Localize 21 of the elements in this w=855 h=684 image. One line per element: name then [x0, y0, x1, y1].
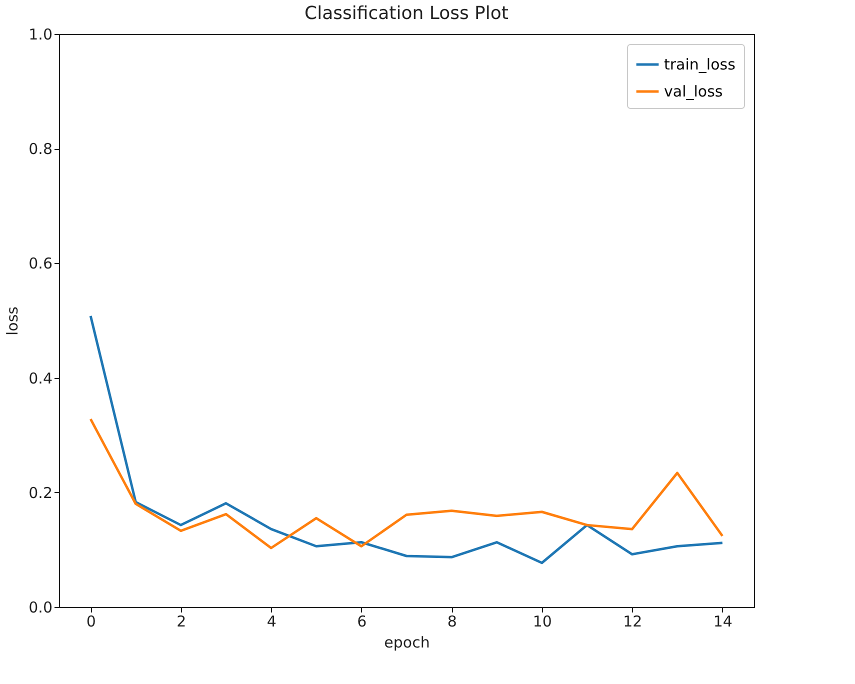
y-tick-label: 0.8 [28, 140, 52, 158]
x-tick-label: 6 [357, 612, 367, 630]
chart-title: Classification Loss Plot [304, 3, 508, 24]
x-tick-label: 8 [447, 612, 457, 630]
x-tick-label: 10 [532, 612, 552, 630]
x-tick-label: 12 [623, 612, 642, 630]
y-tick-label: 0.0 [28, 598, 52, 616]
y-tick-label: 0.6 [28, 254, 52, 273]
line-series [89, 418, 724, 550]
y-tick-label: 0.4 [28, 369, 52, 388]
y-axis-title: loss [4, 306, 22, 336]
legend-label: val_loss [664, 82, 723, 100]
y-tick-label: 0.2 [28, 484, 52, 502]
x-tick-label: 14 [713, 612, 732, 630]
x-tick-label: 4 [266, 612, 276, 630]
x-tick-label: 0 [86, 612, 96, 630]
x-axis-title: epoch [384, 634, 430, 652]
line-series [89, 314, 724, 564]
x-tick-label: 2 [176, 612, 186, 630]
y-tick-label: 1.0 [28, 26, 52, 44]
legend-label: train_loss [664, 56, 736, 74]
